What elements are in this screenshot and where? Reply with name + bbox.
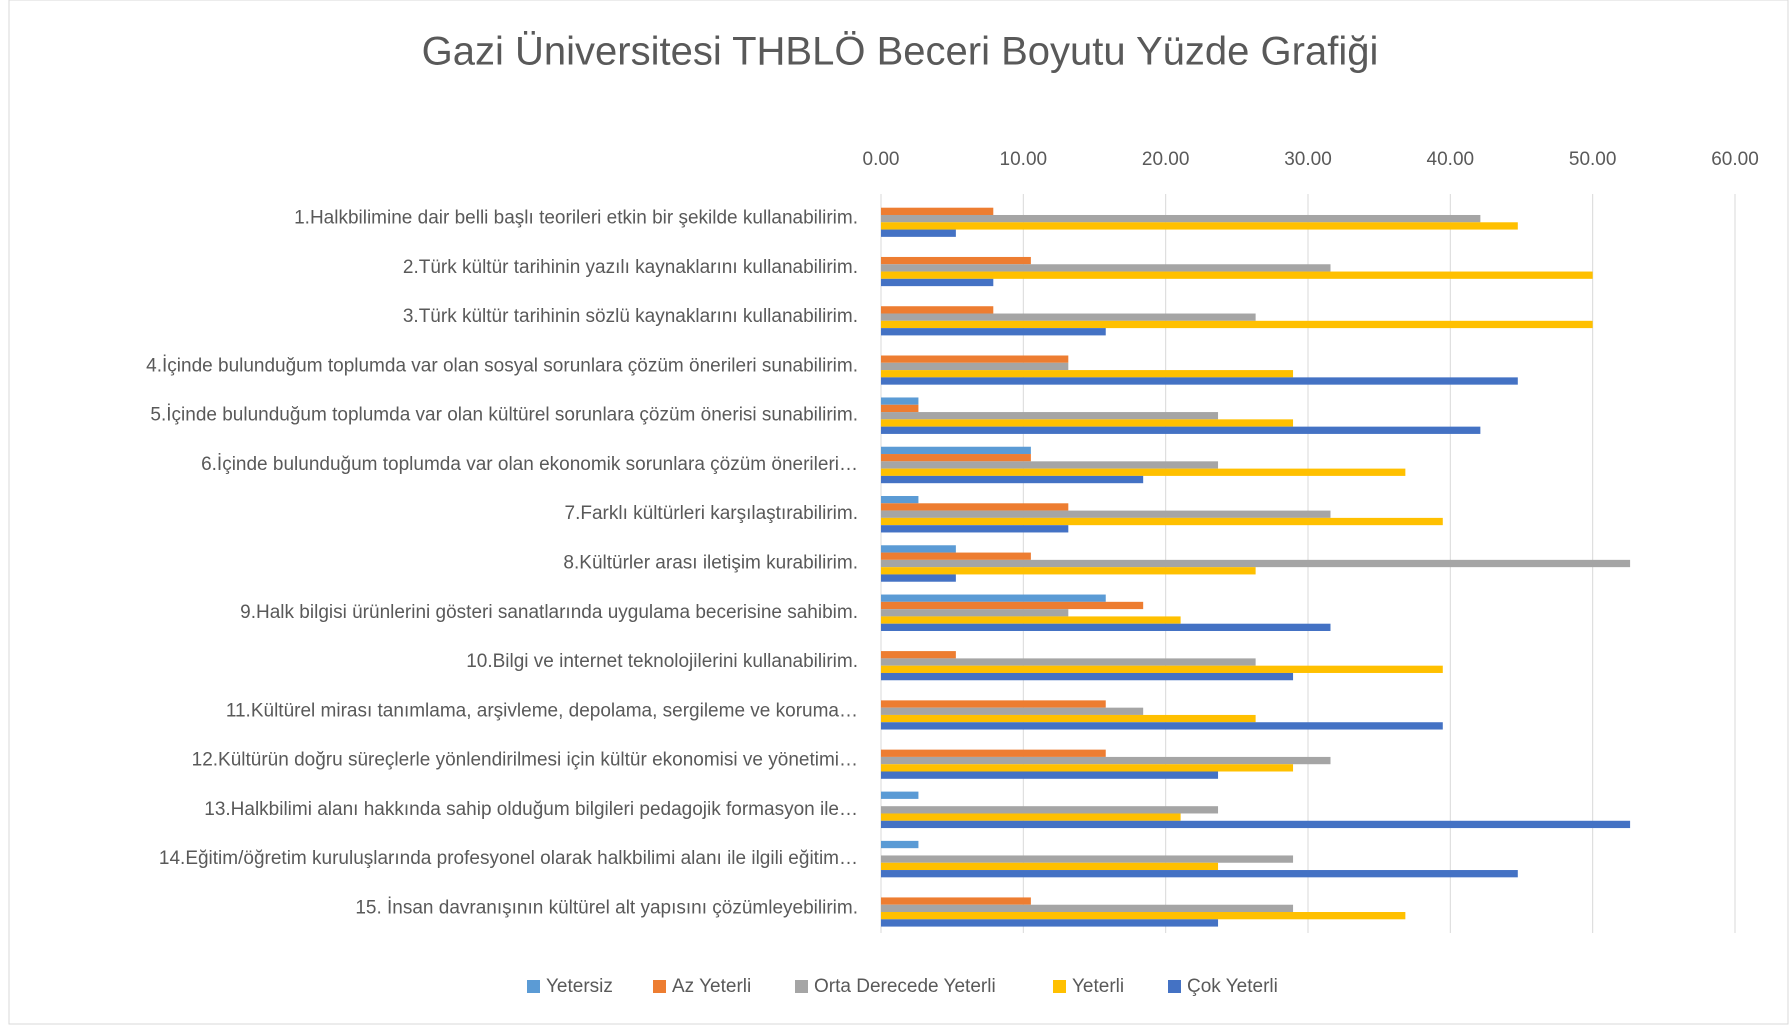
y-tick-label: 4.İçinde bulunduğum toplumda var olan so… [146, 355, 858, 376]
bar [881, 813, 1181, 821]
bar [881, 749, 1106, 757]
x-tick-label: 60.00 [1711, 149, 1759, 170]
x-tick-label: 50.00 [1569, 149, 1617, 170]
bar [881, 328, 1106, 336]
bar [881, 601, 1144, 610]
bar [881, 256, 1031, 265]
x-tick-label: 0.00 [863, 149, 900, 170]
y-tick-label: 10.Bilgi ve internet teknolojilerini kul… [466, 651, 858, 672]
legend-swatch [1053, 980, 1066, 993]
bar [881, 919, 1219, 927]
y-tick-label: 6.İçinde bulunduğum toplumda var olan ek… [201, 454, 858, 475]
legend-label: Az Yeterli [672, 976, 751, 997]
y-tick-label: 12.Kültürün doğru süreçlerle yönlendiril… [192, 750, 858, 771]
x-tick-label: 20.00 [1142, 149, 1190, 170]
bar [881, 672, 1294, 681]
bar [881, 567, 1256, 575]
bar [881, 862, 1219, 871]
x-tick-label: 40.00 [1427, 149, 1475, 170]
bar [881, 722, 1443, 730]
legend-swatch [795, 980, 808, 993]
bar [881, 525, 1069, 533]
bar [881, 397, 919, 405]
y-tick-label: 2.Türk kültür tarihinin yazılı kaynaklar… [403, 257, 858, 278]
bar [881, 764, 1294, 772]
bar [881, 700, 1106, 708]
bar [881, 475, 1144, 484]
bar [881, 870, 1518, 878]
bar [881, 791, 919, 799]
bar [881, 461, 1219, 469]
bar [881, 904, 1294, 913]
bar [881, 855, 1294, 863]
bar [881, 714, 1256, 723]
y-tick-label: 7.Farklı kültürleri karşılaştırabilirim. [565, 503, 859, 524]
legend-label: Orta Derecede Yeterli [814, 976, 996, 997]
bar [881, 574, 956, 582]
bar [881, 404, 919, 413]
bar [881, 806, 1219, 814]
bar [881, 468, 1406, 476]
x-tick-label: 10.00 [1000, 149, 1048, 170]
chart-title: Gazi Üniversitesi THBLÖ Beceri Boyutu Yü… [422, 30, 1379, 74]
bar [881, 651, 956, 659]
bar [881, 594, 1106, 602]
bar [881, 222, 1518, 230]
y-tick-label: 9.Halk bilgisi ürünlerini gösteri sanatl… [240, 602, 858, 623]
bar [881, 912, 1406, 920]
bar [881, 229, 956, 237]
legend-swatch [653, 980, 666, 993]
bar [881, 503, 1069, 511]
y-tick-label: 3.Türk kültür tarihinin sözlü kaynakları… [403, 306, 858, 327]
legend-swatch [1168, 980, 1181, 993]
bar [881, 278, 994, 287]
bar [881, 264, 1331, 272]
bar [881, 559, 1631, 568]
x-tick-label: 30.00 [1284, 149, 1332, 170]
bar [881, 496, 919, 504]
bar [881, 517, 1443, 526]
bar [881, 658, 1256, 666]
bar [881, 771, 1219, 779]
legend-label: Yetersiz [546, 976, 613, 997]
legend-swatch [527, 980, 540, 993]
bar [881, 820, 1631, 829]
legend-label: Yeterli [1072, 976, 1124, 997]
bar [881, 419, 1294, 427]
y-tick-label: 5.İçinde bulunduğum toplumda var olan kü… [150, 405, 858, 426]
bar [881, 840, 919, 849]
bar [881, 320, 1593, 329]
bar [881, 207, 994, 215]
bar [881, 362, 1069, 371]
bar [881, 271, 1593, 279]
bar [881, 426, 1481, 434]
bar [881, 412, 1219, 420]
bar [881, 545, 956, 553]
y-tick-label: 11.Kültürel mirası tanımlama, arşivleme,… [226, 700, 858, 721]
bar [881, 510, 1331, 518]
y-tick-label: 1.Halkbilimine dair belli başlı teoriler… [294, 208, 858, 229]
bar [881, 214, 1481, 223]
y-tick-label: 8.Kültürler arası iletişim kurabilirim. [563, 553, 858, 574]
bar [881, 623, 1331, 631]
bar [881, 609, 1069, 617]
bar [881, 355, 1069, 363]
bar [881, 446, 1031, 455]
y-tick-label: 13.Halkbilimi alanı hakkında sahip olduğ… [204, 799, 858, 820]
bar [881, 665, 1443, 673]
bar [881, 454, 1031, 462]
bar [881, 377, 1518, 385]
bar [881, 306, 994, 314]
bar [881, 313, 1256, 321]
bar [881, 370, 1294, 378]
legend-label: Çok Yeterli [1187, 976, 1278, 997]
bar [881, 552, 1031, 560]
bar [881, 707, 1144, 715]
bar [881, 897, 1031, 905]
bar [881, 616, 1181, 624]
bar [881, 756, 1331, 765]
y-tick-label: 15. İnsan davranışının kültürel alt yapı… [355, 897, 858, 918]
y-tick-label: 14.Eğitim/öğretim kuruluşlarında profesy… [159, 848, 858, 869]
